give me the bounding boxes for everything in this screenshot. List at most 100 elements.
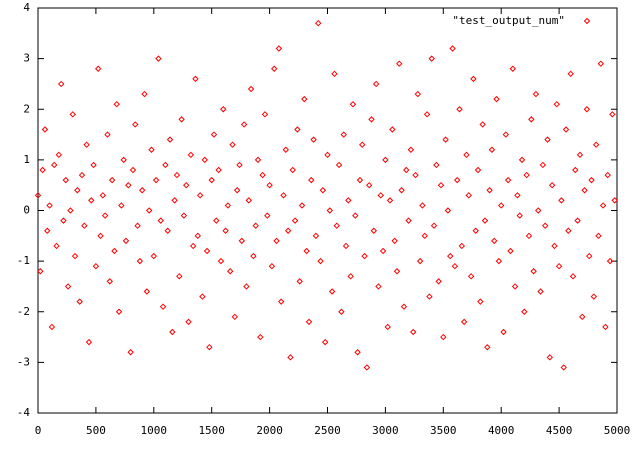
point [370, 227, 378, 234]
point [414, 90, 422, 98]
y-tick-label: 4 [23, 1, 30, 14]
point [400, 303, 408, 310]
point [222, 227, 229, 234]
point [78, 171, 86, 179]
point [595, 232, 602, 240]
point [340, 131, 347, 138]
point [48, 323, 56, 331]
point [122, 237, 130, 245]
point [71, 252, 79, 260]
point [365, 181, 373, 189]
point [245, 197, 252, 204]
point [481, 217, 489, 224]
point [266, 181, 273, 189]
x-tick-label: 3500 [430, 424, 457, 437]
point [282, 146, 290, 153]
legend-label: "test_output_num" [452, 14, 565, 27]
point [187, 151, 195, 159]
point [155, 55, 162, 62]
point [331, 70, 338, 78]
point [213, 217, 220, 224]
point [539, 161, 547, 169]
point [491, 237, 498, 245]
point [430, 222, 438, 229]
point [284, 227, 292, 234]
point [403, 166, 410, 174]
point [254, 156, 262, 164]
point [444, 207, 452, 214]
point [602, 323, 609, 331]
point [437, 181, 445, 189]
point [145, 207, 153, 214]
point [453, 176, 461, 184]
point [229, 141, 236, 148]
point [192, 75, 199, 83]
point [196, 192, 204, 199]
point [548, 181, 556, 189]
point [467, 273, 475, 280]
point [291, 217, 299, 224]
point [261, 111, 269, 118]
point [275, 45, 283, 52]
point [44, 227, 51, 234]
point [53, 242, 60, 250]
point [525, 232, 533, 240]
point [544, 136, 551, 143]
point [460, 318, 468, 326]
point [74, 187, 81, 194]
point [180, 212, 188, 219]
point [516, 212, 523, 219]
point [500, 328, 507, 336]
point [134, 222, 141, 229]
point [604, 171, 611, 179]
point [220, 106, 227, 113]
point [405, 217, 412, 224]
legend-marker [583, 17, 591, 25]
point [199, 293, 206, 300]
point [583, 106, 591, 113]
point [129, 166, 137, 174]
point [277, 298, 285, 305]
point [271, 65, 278, 72]
point [132, 121, 139, 128]
point [250, 252, 257, 260]
point [511, 283, 519, 290]
point [361, 252, 368, 260]
point [136, 257, 144, 265]
point [178, 116, 185, 123]
point [67, 207, 74, 214]
point [303, 247, 310, 255]
point [567, 70, 574, 78]
point [294, 126, 301, 133]
point [576, 151, 584, 159]
point [169, 328, 176, 336]
point [159, 303, 167, 310]
point [113, 100, 120, 108]
point [484, 343, 491, 351]
point [356, 176, 364, 184]
point [449, 45, 456, 52]
y-tick-label: 3 [23, 52, 30, 65]
point [386, 197, 394, 204]
point [231, 313, 239, 321]
point [523, 171, 530, 179]
point [611, 197, 618, 204]
point [224, 202, 232, 209]
x-tick-label: 4500 [546, 424, 573, 437]
point [236, 161, 243, 169]
point [264, 212, 271, 219]
point [428, 55, 435, 62]
point [326, 207, 334, 214]
point [118, 202, 125, 209]
point [120, 156, 127, 164]
x-tick-label: 0 [35, 424, 42, 437]
x-tick-label: 2000 [256, 424, 283, 437]
point [474, 166, 482, 174]
point [298, 202, 306, 209]
point [352, 212, 359, 219]
point [217, 257, 225, 265]
point [90, 161, 97, 169]
point [210, 131, 218, 138]
point [435, 278, 442, 285]
